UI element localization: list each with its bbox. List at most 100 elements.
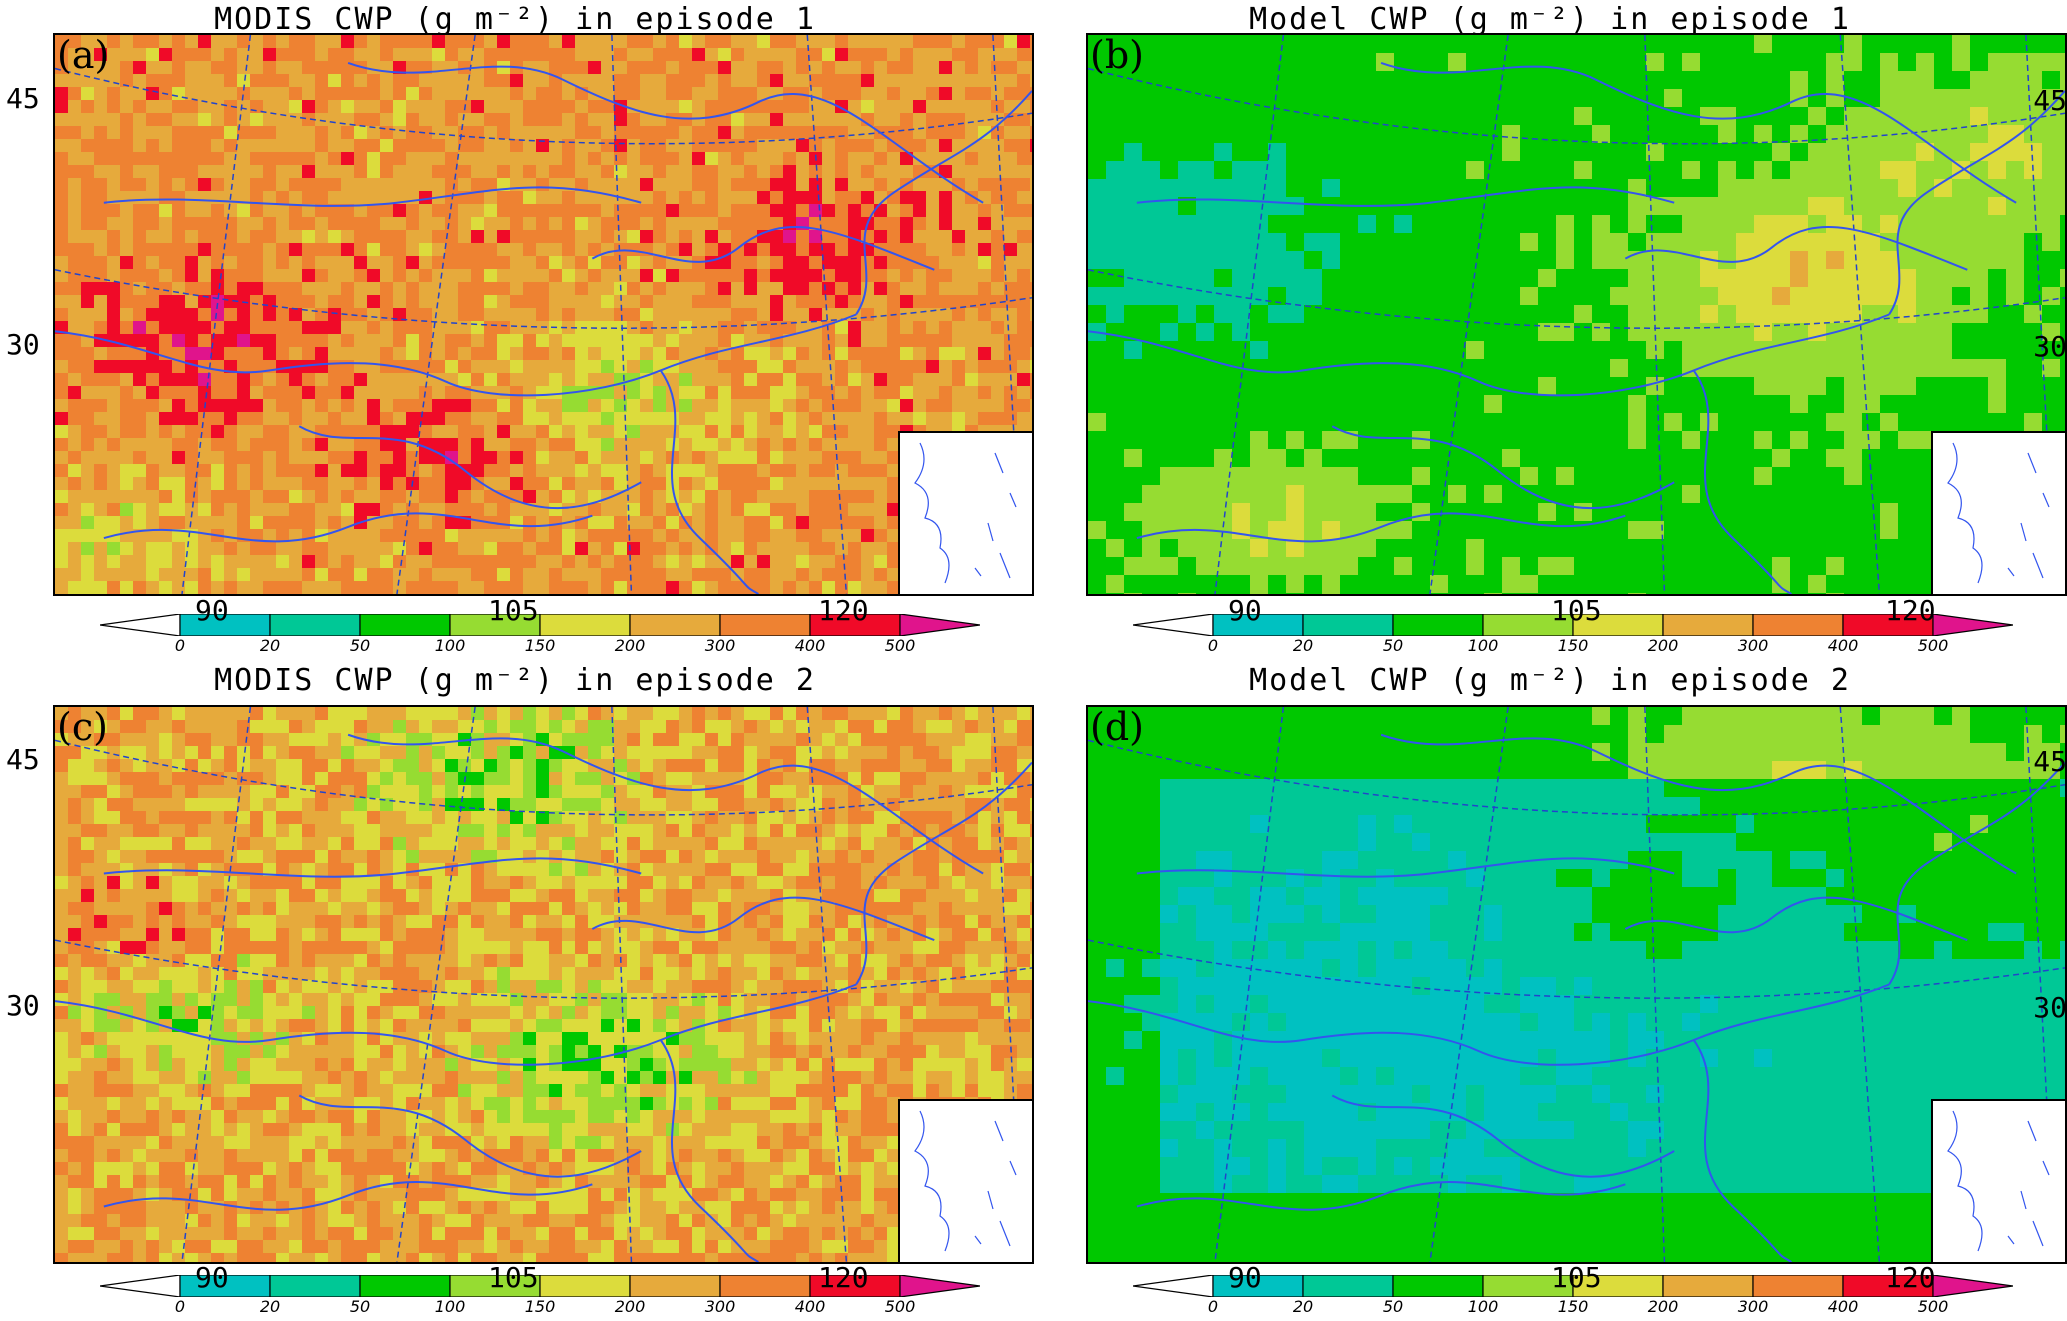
map-plot: (d) 45 30 (1086, 705, 2067, 1264)
lon-label-120: 120 (1885, 594, 1936, 627)
cwp-field (1088, 707, 2065, 1262)
colorbar-tick-label: 20 (259, 636, 281, 655)
inset-coastline (1947, 1110, 2050, 1252)
lon-label-90: 90 (195, 1261, 229, 1294)
cwp-field (1088, 35, 2065, 594)
colorbar: 0 20 50 100 150 200 300 400 500 (1132, 1274, 2014, 1316)
map-plot: (b) 45 30 (1086, 33, 2067, 596)
colorbar-tick-label: 500 (1917, 1297, 1949, 1316)
lon-label-120: 120 (818, 594, 869, 627)
inset-coastline (914, 442, 1017, 584)
colorbar-tick-label: 50 (1382, 636, 1404, 655)
colorbar-tick-label: 150 (524, 636, 556, 655)
lat-label-45: 45 (2033, 745, 2067, 778)
colorbar-tick-label: 400 (794, 636, 826, 655)
map-grid-svg (55, 35, 1032, 594)
panel-d: Model CWP (g m⁻²) in episode 2 (d) 45 30… (1033, 661, 2067, 1321)
lon-label-120: 120 (1885, 1261, 1936, 1294)
colorbar-tick-label: 200 (1647, 636, 1679, 655)
panel-label: (a) (57, 33, 110, 77)
colorbar-tick-label: 150 (1557, 1297, 1589, 1316)
colorbar: 0 20 50 100 150 200 300 400 500 (99, 613, 981, 655)
colorbar-tick-label: 400 (794, 1297, 826, 1316)
map-plot: (a) (53, 33, 1034, 596)
colorbar-tick-label: 50 (349, 636, 371, 655)
map-grid-svg (55, 707, 1032, 1262)
lat-label-30: 30 (6, 328, 40, 361)
map-grid-svg (1088, 707, 2065, 1262)
colorbar-tick-label: 50 (1382, 1297, 1404, 1316)
lon-label-90: 90 (1228, 594, 1262, 627)
boundaries (55, 62, 1032, 594)
colorbar-tick-label: 100 (1467, 636, 1499, 655)
boundaries (1088, 62, 2065, 594)
colorbar-tick-label: 100 (434, 1297, 466, 1316)
colorbar-tick-label: 20 (1292, 636, 1314, 655)
map-grid-svg (1088, 35, 2065, 594)
inset-map (1931, 431, 2065, 594)
colorbar-tick-label: 200 (1647, 1297, 1679, 1316)
boundaries (1088, 733, 2065, 1262)
colorbar-tick-label: 300 (1737, 1297, 1769, 1316)
lon-label-90: 90 (1228, 1261, 1262, 1294)
colorbar-tick-label: 100 (434, 636, 466, 655)
panel-a: MODIS CWP (g m⁻²) in episode 1 45 30 (a)… (0, 0, 1034, 660)
colorbar-tick-label: 300 (704, 636, 736, 655)
graticule (1088, 707, 2065, 1262)
panel-b: Model CWP (g m⁻²) in episode 1 (b) 45 30… (1033, 0, 2067, 660)
graticule (55, 35, 1032, 594)
lat-label-30: 30 (6, 989, 40, 1022)
lon-label-90: 90 (195, 594, 229, 627)
lon-label-105: 105 (488, 1261, 539, 1294)
colorbar-tick-label: 500 (884, 636, 916, 655)
lat-label-45: 45 (6, 743, 40, 776)
colorbar-tick-label: 150 (1557, 636, 1589, 655)
colorbar-tick-label: 200 (614, 1297, 646, 1316)
colorbar-tick-label: 400 (1827, 636, 1859, 655)
panel-label: (d) (1090, 705, 1144, 749)
panel-title: Model CWP (g m⁻²) in episode 1 (1249, 2, 1851, 37)
cwp-field (55, 707, 1032, 1262)
lon-label-105: 105 (488, 594, 539, 627)
inset-map (898, 1099, 1032, 1262)
lon-label-120: 120 (818, 1261, 869, 1294)
colorbar-tick-label: 20 (1292, 1297, 1314, 1316)
panel-title: MODIS CWP (g m⁻²) in episode 2 (214, 663, 816, 698)
inset-coastline (1947, 442, 2050, 584)
colorbar-tick-label: 300 (704, 1297, 736, 1316)
map-plot: (c) (53, 705, 1034, 1264)
colorbar-svg (99, 1274, 981, 1298)
boundaries (55, 733, 1032, 1262)
graticule (1088, 35, 2065, 594)
colorbar-tick-label: 0 (1207, 636, 1219, 655)
colorbar-tick-label: 20 (259, 1297, 281, 1316)
colorbar-tick-label: 500 (1917, 636, 1949, 655)
inset-map (898, 431, 1032, 594)
panel-label: (c) (57, 705, 108, 749)
colorbar-tick-label: 0 (174, 1297, 186, 1316)
colorbar-tick-label: 400 (1827, 1297, 1859, 1316)
lat-label-30: 30 (2033, 991, 2067, 1024)
colorbar-tick-label: 200 (614, 636, 646, 655)
inset-map (1931, 1099, 2065, 1262)
panel-c: MODIS CWP (g m⁻²) in episode 2 45 30 (c)… (0, 661, 1034, 1321)
inset-coastline (914, 1110, 1017, 1252)
lat-label-45: 45 (2033, 84, 2067, 117)
colorbar-tick-label: 150 (524, 1297, 556, 1316)
panel-title: Model CWP (g m⁻²) in episode 2 (1249, 663, 1851, 698)
colorbar-tick-label: 50 (349, 1297, 371, 1316)
cwp-field (55, 35, 1032, 594)
colorbar: 0 20 50 100 150 200 300 400 500 (99, 1274, 981, 1316)
lat-label-45: 45 (6, 82, 40, 115)
lon-label-105: 105 (1551, 1261, 1602, 1294)
colorbar: 0 20 50 100 150 200 300 400 500 (1132, 613, 2014, 655)
colorbar-tick-label: 500 (884, 1297, 916, 1316)
colorbar-tick-label: 300 (1737, 636, 1769, 655)
colorbar-tick-label: 100 (1467, 1297, 1499, 1316)
colorbar-svg (1132, 1274, 2014, 1298)
panel-title: MODIS CWP (g m⁻²) in episode 1 (214, 2, 816, 37)
lon-label-105: 105 (1551, 594, 1602, 627)
colorbar-svg (1132, 613, 2014, 637)
colorbar-tick-label: 0 (174, 636, 186, 655)
colorbar-tick-label: 0 (1207, 1297, 1219, 1316)
